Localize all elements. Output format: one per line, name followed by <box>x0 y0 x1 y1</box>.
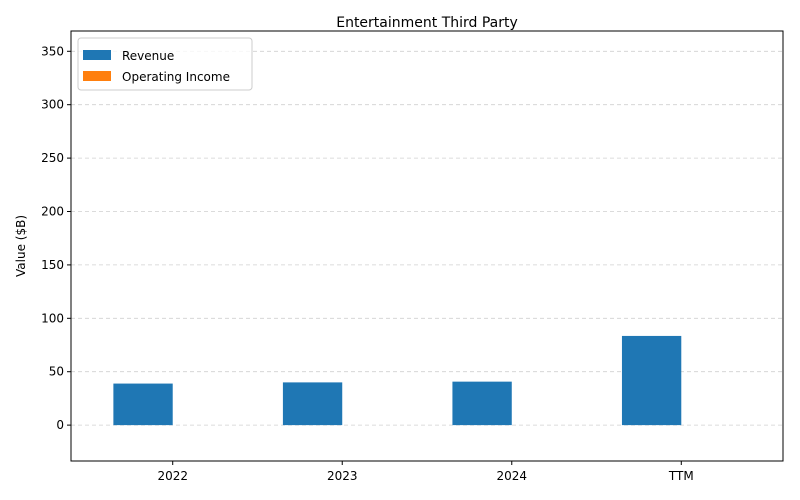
chart-title: Entertainment Third Party <box>336 15 518 31</box>
x-tick-label: TTM <box>668 469 694 483</box>
x-tick-label: 2023 <box>327 469 358 483</box>
x-tick-label: 2024 <box>496 469 527 483</box>
legend-swatch-operating-income <box>83 71 111 81</box>
bars <box>113 335 682 426</box>
y-axis-label: Value ($B) <box>14 215 28 277</box>
bar-revenue-2023 <box>282 382 343 426</box>
legend-box <box>77 37 253 91</box>
bar-revenue-ttm <box>621 335 682 426</box>
y-tick-label: 0 <box>56 418 64 432</box>
bar-revenue-2024 <box>452 381 512 426</box>
x-tick-label: 2022 <box>157 469 188 483</box>
y-tick-label: 150 <box>41 258 64 272</box>
y-tick-label: 200 <box>41 205 64 219</box>
bar-revenue-2022 <box>113 383 173 426</box>
y-tick-label: 350 <box>41 44 64 58</box>
legend-label-revenue: Revenue <box>122 49 174 63</box>
y-tick-label: 50 <box>49 365 64 379</box>
y-axis-ticks: 0 50 100 150 200 250 300 350 <box>41 44 71 432</box>
legend-swatch-revenue <box>83 50 111 60</box>
y-tick-label: 100 <box>41 311 64 325</box>
legend-label-operating-income: Operating Income <box>122 70 230 84</box>
y-tick-label: 300 <box>41 98 64 112</box>
plot-frame <box>70 30 784 462</box>
y-tick-label: 250 <box>41 151 64 165</box>
x-axis-ticks: 2022 2023 2024 TTM <box>157 461 694 483</box>
legend: Revenue Operating Income <box>77 37 253 91</box>
